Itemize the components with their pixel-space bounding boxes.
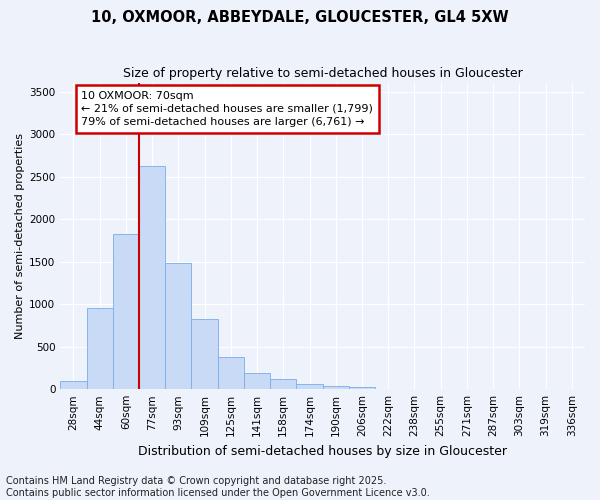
X-axis label: Distribution of semi-detached houses by size in Gloucester: Distribution of semi-detached houses by …: [138, 444, 507, 458]
Text: 10, OXMOOR, ABBEYDALE, GLOUCESTER, GL4 5XW: 10, OXMOOR, ABBEYDALE, GLOUCESTER, GL4 5…: [91, 10, 509, 25]
Bar: [270, 379, 296, 389]
Text: Contains HM Land Registry data © Crown copyright and database right 2025.
Contai: Contains HM Land Registry data © Crown c…: [6, 476, 430, 498]
Bar: [296, 384, 323, 389]
Text: 10 OXMOOR: 70sqm
← 21% of semi-detached houses are smaller (1,799)
79% of semi-d: 10 OXMOOR: 70sqm ← 21% of semi-detached …: [81, 90, 373, 127]
Bar: [60, 380, 86, 389]
Bar: [165, 264, 191, 389]
Bar: [139, 166, 165, 389]
Bar: [218, 357, 244, 389]
Bar: [244, 373, 270, 389]
Bar: [191, 320, 218, 389]
Bar: [323, 386, 349, 389]
Bar: [113, 234, 139, 389]
Bar: [86, 308, 113, 389]
Y-axis label: Number of semi-detached properties: Number of semi-detached properties: [15, 133, 25, 339]
Bar: [349, 388, 375, 389]
Title: Size of property relative to semi-detached houses in Gloucester: Size of property relative to semi-detach…: [123, 68, 523, 80]
